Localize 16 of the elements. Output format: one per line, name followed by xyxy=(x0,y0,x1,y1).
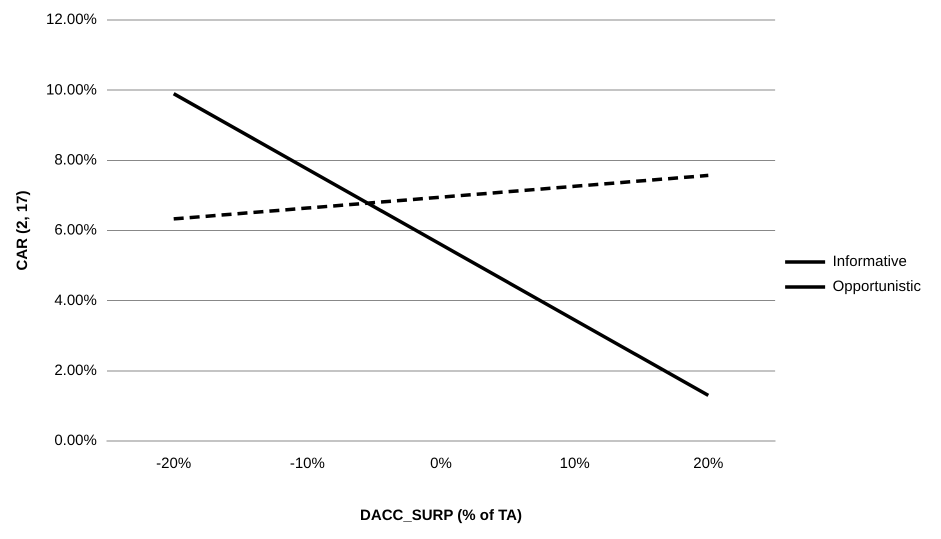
x-tick-label: 20% xyxy=(693,455,724,472)
x-axis-title: DACC_SURP (% of TA) xyxy=(360,507,522,524)
legend-label: Opportunistic xyxy=(832,278,922,296)
y-tick-label: 6.00% xyxy=(54,222,97,239)
x-tick-label: -10% xyxy=(290,455,325,472)
y-tick-label: 10.00% xyxy=(46,81,97,98)
y-tick-label: 4.00% xyxy=(54,292,97,309)
y-tick-label: 8.00% xyxy=(54,151,97,168)
x-tick-label: -20% xyxy=(156,455,192,472)
legend-label: Informative xyxy=(832,253,907,270)
x-tick-label: 0% xyxy=(430,455,452,472)
y-tick-label: 0.00% xyxy=(54,432,97,450)
x-tick-label: 10% xyxy=(560,455,590,472)
y-tick-label: 2.00% xyxy=(54,362,97,379)
y-tick-label: 12.00% xyxy=(46,11,97,28)
y-axis-title: CAR (2, 17) xyxy=(14,190,32,271)
